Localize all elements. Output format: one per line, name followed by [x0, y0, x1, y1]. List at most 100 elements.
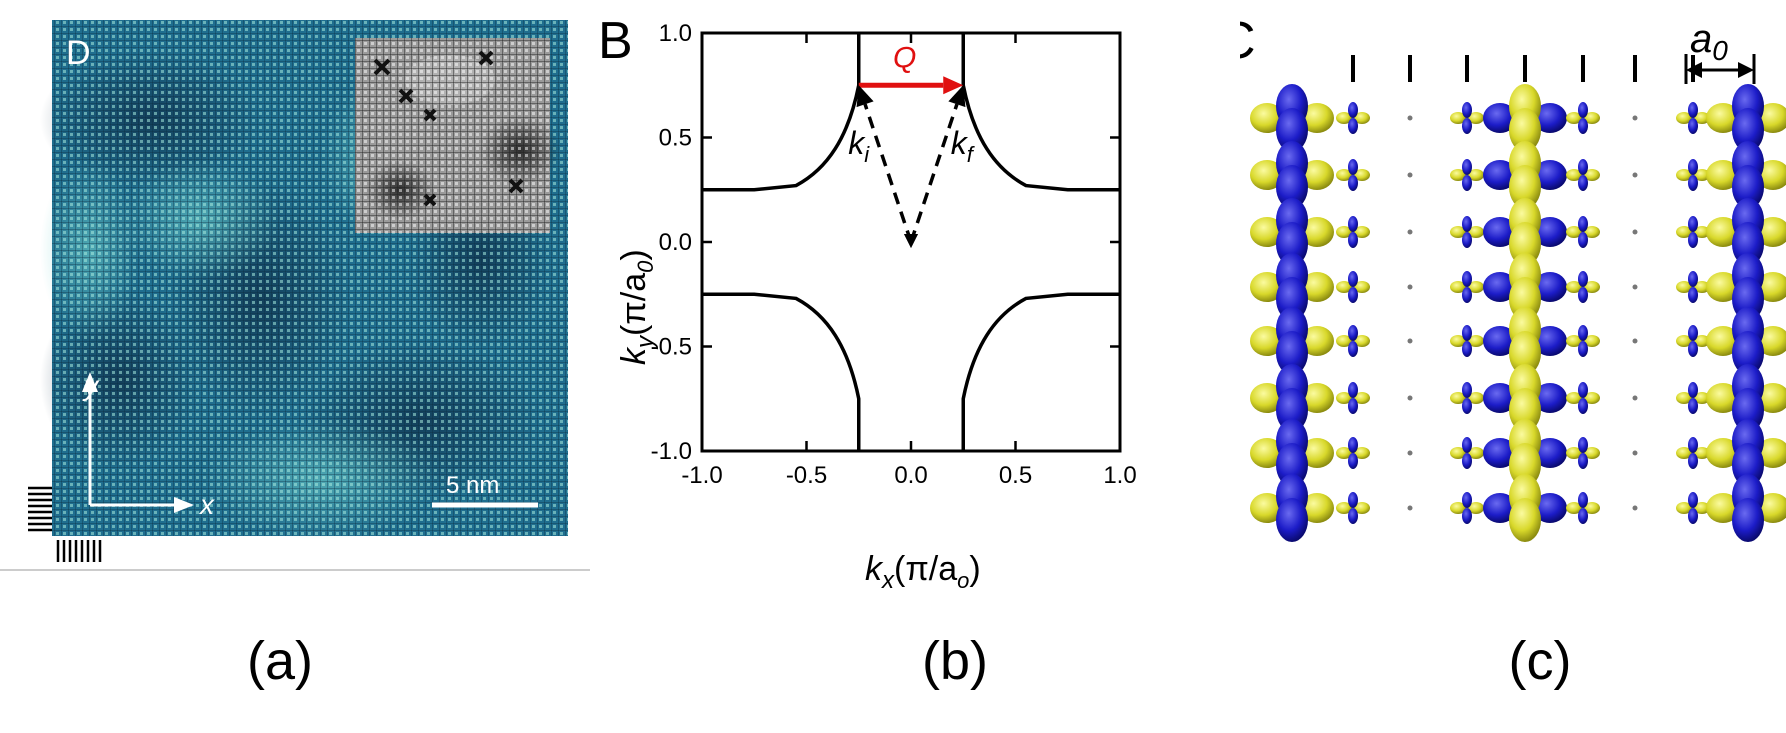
orbital-lobe	[1300, 160, 1334, 190]
orbital-lobe	[1566, 226, 1582, 238]
orbital-lobe	[1566, 112, 1582, 124]
orbital-lobe	[1688, 118, 1698, 134]
panel-c: C a0	[1218, 0, 1786, 600]
orbital-lobe	[1483, 103, 1517, 133]
panel-b-letter: B	[598, 12, 633, 70]
oxygen-site	[1407, 284, 1413, 290]
orbital-lobe	[1578, 325, 1588, 341]
arrow-kf	[909, 103, 959, 243]
lattice-stripes-marker	[28, 486, 102, 562]
orbital-lobe	[1348, 325, 1358, 341]
orbital-lobe	[1706, 438, 1740, 468]
orbital-lobe	[1354, 112, 1370, 124]
y-axis-label: ky(π/a0)	[615, 249, 659, 365]
orbital-lobe	[1276, 222, 1308, 266]
orbital-lobe	[1706, 383, 1740, 413]
orbital-lobe	[1468, 392, 1484, 404]
orbital-lobe	[1250, 383, 1284, 413]
orbital-lobe	[1336, 447, 1352, 459]
orbital-lobe	[1732, 108, 1764, 152]
orbital-lobe	[1584, 502, 1600, 514]
x-tick-label: 0.0	[894, 462, 927, 489]
orbital-lobe	[1450, 502, 1466, 514]
orbital-lobe	[1483, 493, 1517, 523]
orbital-lobe	[1468, 502, 1484, 514]
orbital-lobe	[1688, 437, 1698, 453]
orbital-lobe	[1336, 502, 1352, 514]
orbital-lobe	[1694, 226, 1710, 238]
orbital-lobe	[1533, 383, 1567, 413]
kf-label: kf	[951, 125, 976, 167]
arrowhead-icon	[948, 85, 966, 108]
orbital-lobe	[1676, 502, 1692, 514]
orbital-lobe	[1354, 392, 1370, 404]
orbital-lobe	[1276, 108, 1308, 152]
caption-b: (b)	[922, 631, 988, 691]
y-tick-label: 1.0	[659, 20, 692, 47]
orbital-lobe	[1688, 102, 1698, 118]
orbital-column-3	[1407, 115, 1413, 511]
orbital-lobe	[1300, 103, 1334, 133]
orbital-lobe	[1336, 169, 1352, 181]
orbital-lobe	[1578, 271, 1588, 287]
lattice-constant-arrow	[1684, 54, 1756, 84]
orbital-lobe	[1276, 388, 1308, 432]
orbital-lobe	[1348, 508, 1358, 524]
orbital-lobe	[1336, 335, 1352, 347]
orbital-lobe	[1250, 272, 1284, 302]
orbital-lobe	[1354, 281, 1370, 293]
orbital-lobe	[1578, 175, 1588, 191]
y-tick-label: 0.0	[659, 229, 692, 256]
orbital-lobe	[1584, 392, 1600, 404]
orbital-lobe	[1509, 108, 1541, 152]
orbital-lobe	[1348, 232, 1358, 248]
orbital-lobe	[1509, 165, 1541, 209]
orbital-lobe	[1533, 217, 1567, 247]
orbital-lobe	[1578, 453, 1588, 469]
orbital-lobe	[1462, 216, 1472, 232]
orbital-lobe	[1250, 103, 1284, 133]
orbital-lobe	[1348, 437, 1358, 453]
orbital-lobe	[1462, 325, 1472, 341]
orbital-lobe	[1533, 272, 1567, 302]
orbital-lobe	[1483, 272, 1517, 302]
orbital-lobe	[1354, 335, 1370, 347]
orbital-lobe	[1676, 281, 1692, 293]
orbital-lobe	[1688, 216, 1698, 232]
oxygen-site	[1407, 172, 1413, 178]
panel-c-letter: C	[1240, 12, 1256, 70]
ki-label: ki	[848, 125, 870, 167]
orbital-lobe	[1276, 443, 1308, 487]
orbital-lobe	[1250, 493, 1284, 523]
oxygen-site	[1632, 284, 1638, 290]
origin-arrowhead-icon	[904, 234, 918, 248]
orbital-lobe	[1462, 232, 1472, 248]
scale-bar-label: 5 nm	[446, 472, 499, 499]
xy-axes-indicator	[82, 372, 194, 513]
orbital-lobe	[1694, 281, 1710, 293]
orbital-lobe	[1336, 281, 1352, 293]
orbital-lobe	[1688, 159, 1698, 175]
x-tick-label: 1.0	[1103, 462, 1136, 489]
fermi-surface-line-1	[961, 33, 1120, 192]
orbital-lobe	[1250, 217, 1284, 247]
orbital-lobe	[1450, 112, 1466, 124]
oxygen-site	[1407, 450, 1413, 456]
orbital-column-8	[1676, 102, 1710, 524]
orbital-lobe	[1566, 281, 1582, 293]
orbital-lobe	[1300, 326, 1334, 356]
y-tick-label: -1.0	[651, 438, 692, 465]
orbital-lobe	[1578, 118, 1588, 134]
orbital-lobe	[1578, 341, 1588, 357]
orbital-lobe	[1300, 272, 1334, 302]
arrow-ki	[863, 103, 913, 243]
orbital-lobe	[1336, 392, 1352, 404]
orbital-lobe	[1354, 226, 1370, 238]
orbital-lobe	[1348, 398, 1358, 414]
orbital-lobe	[1483, 438, 1517, 468]
oxygen-site	[1632, 338, 1638, 344]
orbital-lobe	[1732, 222, 1764, 266]
orbital-column-1	[1250, 84, 1334, 542]
orbital-column-5	[1483, 84, 1567, 542]
orbital-lobe	[1354, 502, 1370, 514]
